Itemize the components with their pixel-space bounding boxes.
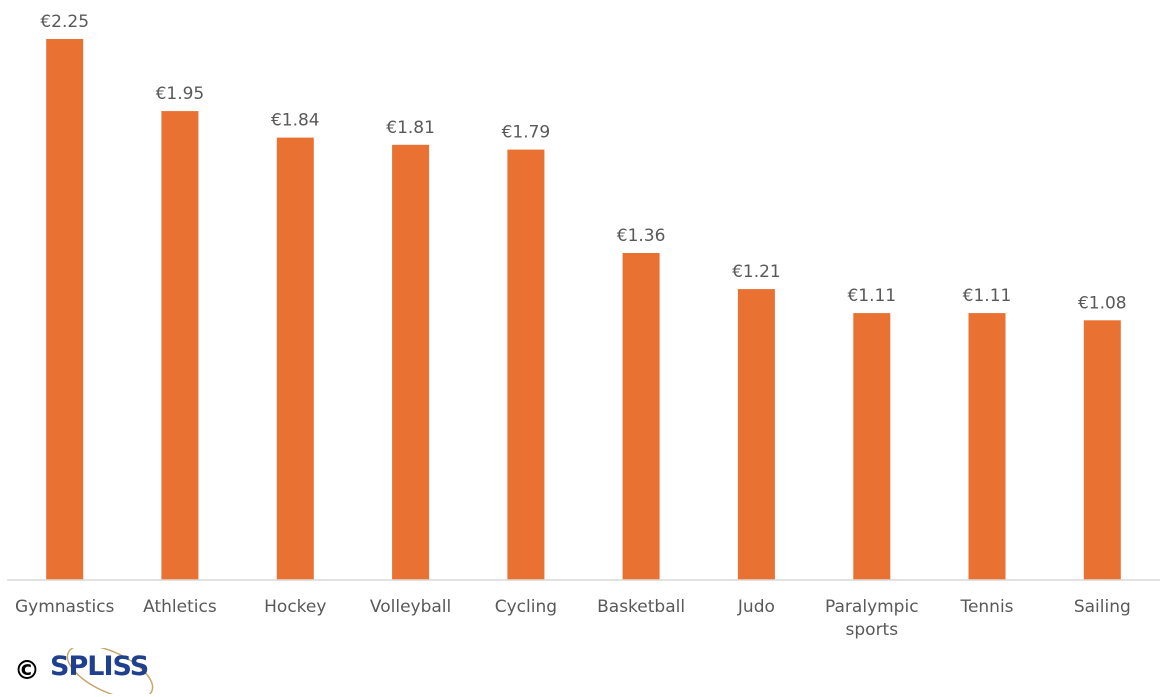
bar: [507, 149, 545, 580]
bar: [853, 313, 891, 580]
bar: [46, 39, 84, 580]
data-label: €1.11: [963, 286, 1012, 306]
data-label: €2.25: [40, 12, 89, 32]
x-tick-label: Cycling: [495, 597, 557, 617]
bar: [161, 111, 199, 580]
data-label: €1.84: [271, 111, 320, 131]
x-tick-label: Sailing: [1074, 597, 1131, 617]
bar: [1083, 320, 1121, 580]
x-tick-label: Volleyball: [370, 597, 451, 617]
footer: © SPLISS: [14, 647, 160, 695]
x-tick-label: Athletics: [143, 597, 217, 617]
data-label: €1.11: [847, 286, 896, 306]
data-label: €1.08: [1078, 293, 1127, 313]
x-tick-label: Hockey: [264, 597, 326, 617]
data-label: €1.79: [502, 123, 551, 143]
bar: [392, 144, 430, 581]
data-label: €1.81: [386, 118, 435, 138]
bar: [737, 289, 775, 580]
x-tick-label: Tennis: [959, 597, 1013, 617]
x-tick-label: Basketball: [597, 597, 685, 617]
x-tick-label: Paralympic sports: [825, 597, 919, 640]
bar: [968, 313, 1006, 580]
data-label: €1.95: [156, 84, 205, 104]
x-tick-label: Gymnastics: [15, 597, 115, 617]
logo-text: SPLISS: [50, 651, 149, 682]
data-label: €1.21: [732, 262, 781, 282]
bar: [622, 253, 660, 580]
x-tick-label: Judo: [737, 597, 775, 617]
data-label: €1.36: [617, 226, 666, 246]
copyright-symbol: ©: [14, 656, 40, 686]
bar: [276, 137, 314, 580]
spliss-logo: SPLISS: [50, 648, 160, 694]
